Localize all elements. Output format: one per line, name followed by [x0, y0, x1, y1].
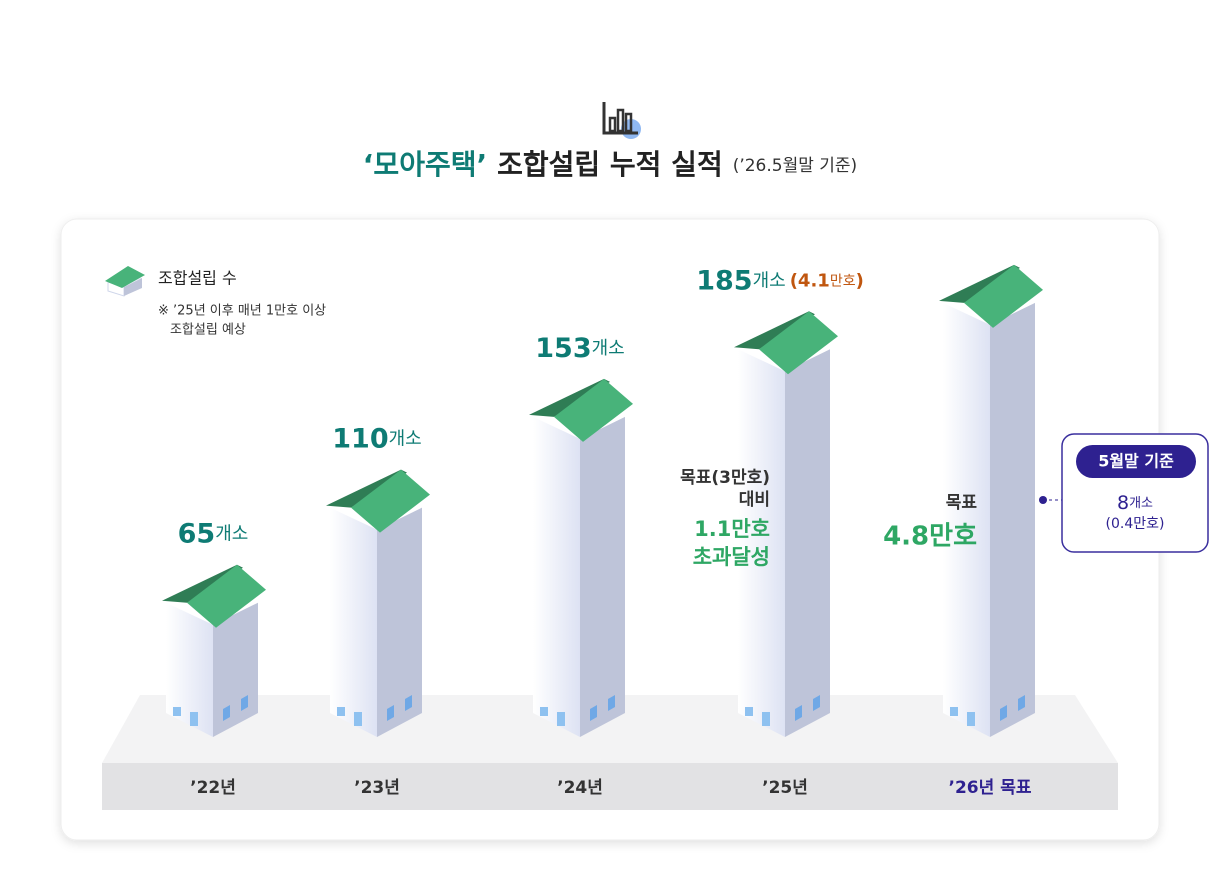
footnote: ※ ’25년 이후 매년 1만호 이상 — [158, 304, 326, 319]
building-left — [533, 416, 580, 737]
building-left — [738, 349, 785, 737]
building-right — [785, 349, 830, 737]
window — [950, 707, 958, 716]
roof-side — [162, 564, 243, 603]
x-tick-label: ’24년 — [557, 778, 603, 798]
roof-side — [326, 469, 407, 508]
window — [337, 707, 345, 716]
extra-label: ( — [790, 270, 798, 291]
extra-label: 4.1 — [798, 270, 830, 291]
x-tick-label: ’25년 — [762, 778, 808, 798]
roof-front — [759, 311, 838, 375]
window — [354, 712, 362, 726]
window — [762, 712, 770, 726]
extra-label: 만호 — [830, 273, 856, 289]
annotation: 1.1만호 — [694, 517, 770, 541]
callout-badge: 5월말 기준 — [1098, 452, 1174, 471]
callout-count-number: 8 — [1117, 492, 1129, 514]
value-label: 110개소 — [332, 423, 422, 454]
building-left — [330, 507, 377, 737]
title-main: 조합설립 누적 실적 — [497, 148, 723, 181]
callout: 5월말 기준 8개소 (0.4만호) — [1039, 433, 1209, 553]
annotation: 목표(3만호) — [680, 468, 770, 488]
value-unit: 개소 — [215, 524, 248, 545]
window — [813, 695, 820, 711]
roof-front — [964, 264, 1043, 328]
value-unit: 개소 — [753, 270, 786, 291]
window — [540, 707, 548, 716]
extra-label: ) — [856, 270, 864, 291]
title-note: (’26.5월말 기준) — [733, 156, 857, 176]
window — [795, 705, 802, 721]
x-tick-label: ’23년 — [354, 778, 400, 798]
building — [939, 264, 1043, 737]
building — [734, 311, 838, 737]
callout-count: 8개소 — [1117, 492, 1153, 514]
building-left — [166, 602, 213, 737]
x-tick-label: ’26년 목표 — [949, 778, 1032, 798]
roof-front — [351, 469, 430, 533]
value-number: 185 — [696, 265, 752, 296]
roof-side — [529, 378, 610, 417]
annotation: 대비 — [739, 490, 770, 510]
building-left — [943, 302, 990, 737]
building-right — [990, 302, 1035, 737]
annotation: 4.8만호 — [883, 522, 977, 552]
title: ‘모아주택’ 조합설립 누적 실적 (’26.5월말 기준) — [363, 148, 857, 181]
annotation: 목표 — [946, 493, 978, 513]
value-unit: 개소 — [592, 338, 625, 359]
window — [1000, 705, 1007, 721]
value-label: 65개소 — [178, 518, 249, 549]
building — [162, 564, 266, 737]
value-label: 153개소 — [535, 332, 625, 363]
window — [1018, 695, 1025, 711]
building — [326, 469, 430, 737]
window — [608, 695, 615, 711]
window — [405, 695, 412, 711]
callout-count-unit: 개소 — [1129, 496, 1153, 511]
window — [190, 712, 198, 726]
value-number: 110 — [332, 423, 388, 454]
window — [241, 695, 248, 711]
building-right — [580, 416, 625, 737]
window — [967, 712, 975, 726]
title-icon — [602, 102, 641, 139]
window — [223, 705, 230, 721]
building — [529, 378, 633, 737]
value-unit: 개소 — [389, 429, 422, 450]
category-band — [102, 763, 1118, 810]
window — [387, 705, 394, 721]
building-right — [377, 507, 422, 737]
window — [557, 712, 565, 726]
value-number: 153 — [535, 332, 591, 363]
legend-icon — [105, 266, 145, 297]
annotation: 초과달성 — [693, 545, 770, 569]
footnote: 조합설립 예상 — [170, 323, 246, 338]
roof-front — [554, 378, 633, 442]
roof-side — [939, 264, 1020, 303]
roof-front — [187, 564, 266, 628]
roof-side — [734, 311, 815, 350]
window — [590, 705, 597, 721]
value-number: 65 — [178, 518, 216, 549]
value-label: 185개소 (4.1만호) — [696, 265, 864, 296]
title-quote: ‘모아주택’ — [363, 148, 487, 181]
window — [173, 707, 181, 716]
x-tick-label: ’22년 — [190, 778, 236, 798]
callout-sub: (0.4만호) — [1106, 516, 1165, 532]
legend-label: 조합설립 수 — [158, 269, 237, 288]
window — [745, 707, 753, 716]
